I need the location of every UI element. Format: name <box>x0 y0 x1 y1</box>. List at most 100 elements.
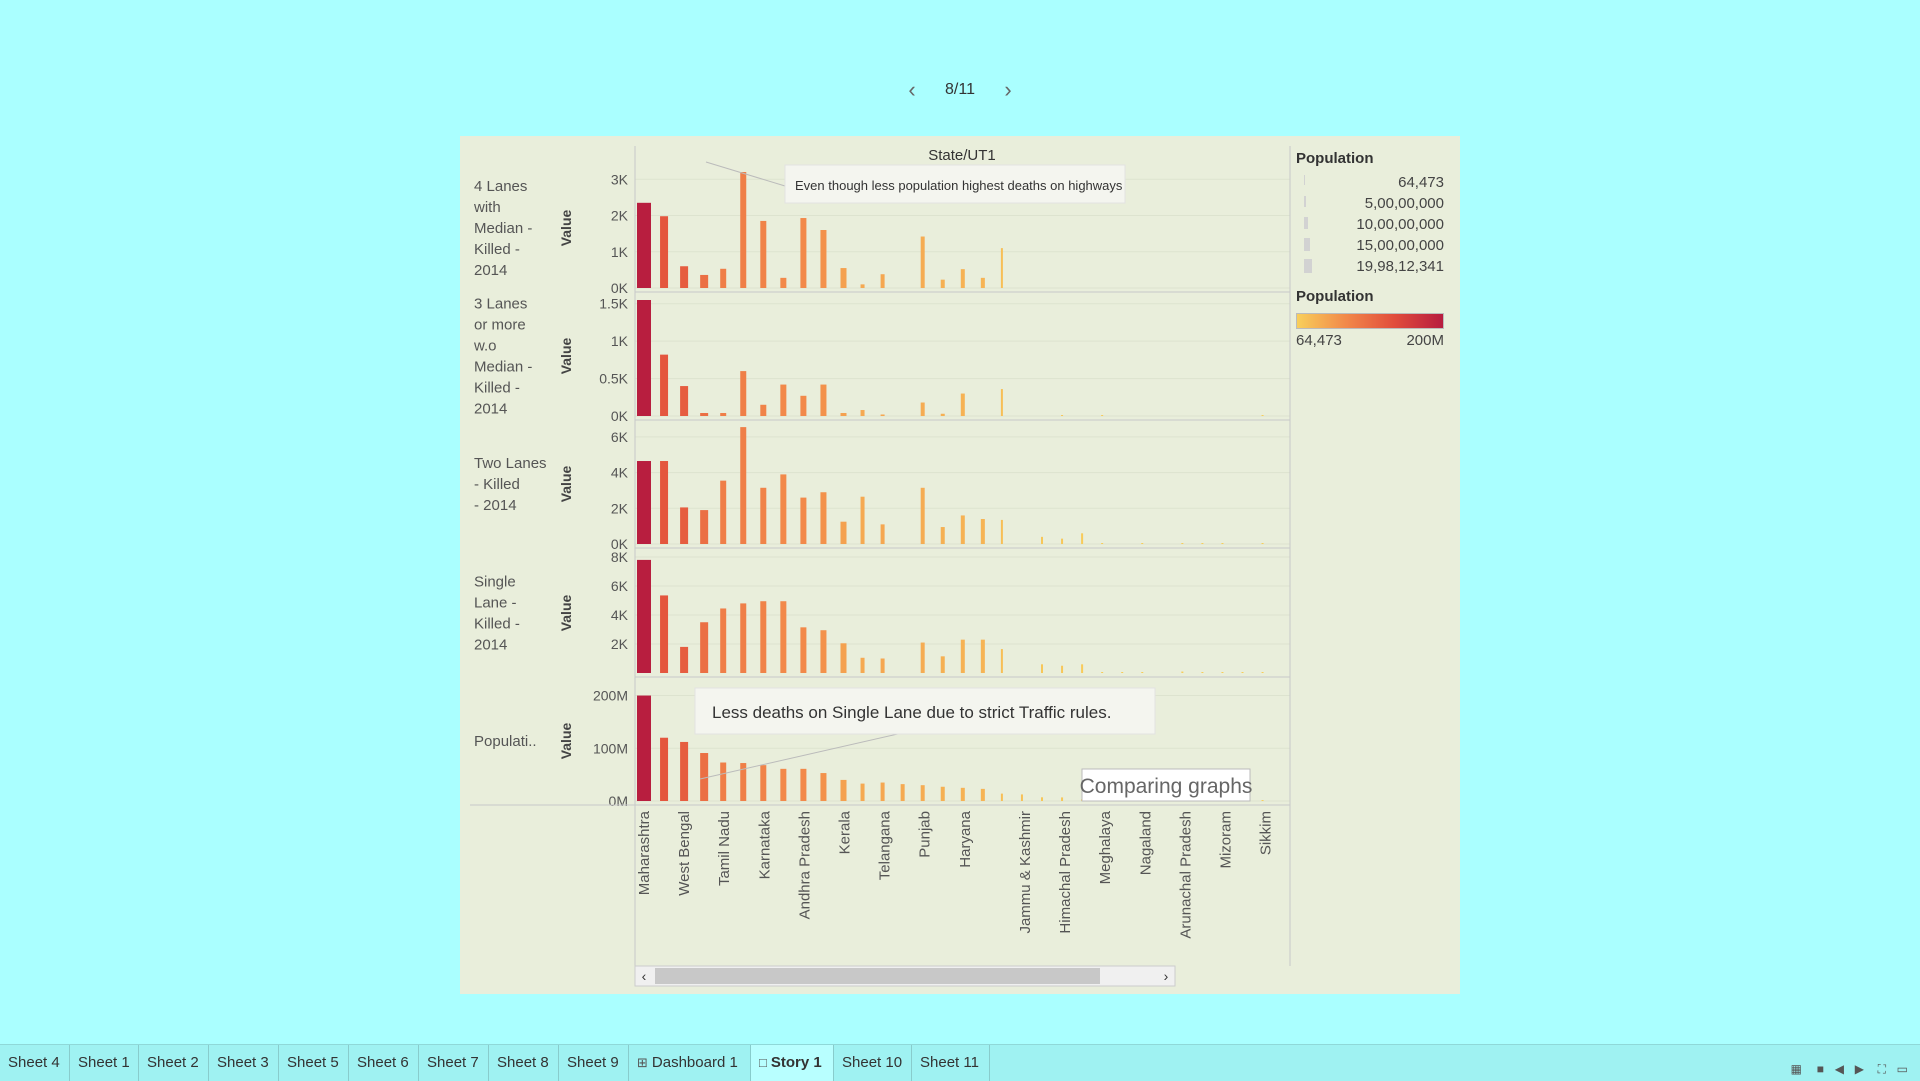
bar[interactable] <box>760 765 767 801</box>
bar[interactable] <box>1020 794 1023 801</box>
tab-dashboard-1[interactable]: ⊞ Dashboard 1 <box>629 1045 751 1081</box>
bar[interactable] <box>1141 672 1144 673</box>
bar[interactable] <box>840 413 847 416</box>
tab-story-1[interactable]: □ Story 1 <box>751 1045 834 1081</box>
bar[interactable] <box>1041 797 1043 801</box>
bar[interactable] <box>920 785 925 801</box>
bar[interactable] <box>980 277 985 288</box>
bar[interactable] <box>637 559 651 673</box>
bar[interactable] <box>660 216 669 288</box>
bar[interactable] <box>1081 533 1084 544</box>
tab-sheet-4[interactable]: Sheet 4 <box>0 1045 70 1081</box>
bar[interactable] <box>800 497 807 544</box>
size-legend-item[interactable]: 15,00,00,000 <box>1296 236 1456 257</box>
size-legend-item[interactable]: 5,00,00,000 <box>1296 194 1456 215</box>
bar[interactable] <box>960 393 965 416</box>
bar[interactable] <box>840 643 847 673</box>
bar[interactable] <box>660 461 669 544</box>
bar[interactable] <box>1181 543 1184 544</box>
bar[interactable] <box>920 236 925 288</box>
tab-sheet-1[interactable]: Sheet 1 <box>70 1045 139 1081</box>
bar[interactable] <box>860 284 865 288</box>
bar[interactable] <box>680 507 689 544</box>
bar[interactable] <box>860 657 865 673</box>
bar[interactable] <box>920 642 925 673</box>
bar[interactable] <box>680 386 689 416</box>
bar[interactable] <box>1081 664 1084 673</box>
bar[interactable] <box>700 274 709 288</box>
bar[interactable] <box>820 630 827 673</box>
tab-sheet-6[interactable]: Sheet 6 <box>349 1045 419 1081</box>
bar[interactable] <box>1141 543 1144 544</box>
bar[interactable] <box>840 268 847 288</box>
bar[interactable] <box>1261 543 1264 544</box>
bar[interactable] <box>980 788 985 801</box>
annotation-comparing-graphs[interactable]: Comparing graphs <box>1080 768 1253 802</box>
bar[interactable] <box>1261 415 1264 416</box>
bar[interactable] <box>880 274 885 288</box>
bar[interactable] <box>920 487 925 544</box>
bar[interactable] <box>1041 664 1043 673</box>
bar[interactable] <box>880 414 885 416</box>
bar[interactable] <box>780 277 787 288</box>
bar[interactable] <box>1000 389 1003 416</box>
bar[interactable] <box>780 768 787 801</box>
chevron-right-icon[interactable]: › <box>1004 77 1012 102</box>
bar[interactable] <box>800 395 807 416</box>
bar[interactable] <box>820 492 827 544</box>
bar[interactable] <box>800 218 807 288</box>
bar[interactable] <box>1221 672 1224 673</box>
bar[interactable] <box>820 773 827 801</box>
tab-sheet-9[interactable]: Sheet 9 <box>559 1045 629 1081</box>
bar[interactable] <box>880 658 885 674</box>
bar[interactable] <box>1000 248 1003 288</box>
bar[interactable] <box>940 527 945 544</box>
bar[interactable] <box>960 515 965 544</box>
bar[interactable] <box>720 608 727 673</box>
annotation-single-lane[interactable]: Less deaths on Single Lane due to strict… <box>694 687 1156 780</box>
bar[interactable] <box>1261 672 1264 673</box>
bar[interactable] <box>960 639 965 673</box>
bar[interactable] <box>820 230 827 288</box>
bar[interactable] <box>940 786 945 801</box>
bar[interactable] <box>760 487 767 544</box>
bar[interactable] <box>1201 672 1204 673</box>
bar[interactable] <box>940 656 945 673</box>
bar[interactable] <box>660 354 669 416</box>
bar[interactable] <box>720 480 727 544</box>
bar[interactable] <box>1181 671 1184 673</box>
bar[interactable] <box>1000 649 1003 673</box>
presentation-icon[interactable]: ▭ <box>1896 1062 1908 1076</box>
scrollbar-thumb[interactable] <box>655 968 1100 984</box>
bar[interactable] <box>1041 536 1043 544</box>
bar[interactable] <box>1000 793 1003 801</box>
bar[interactable] <box>720 413 727 416</box>
bar[interactable] <box>660 595 669 673</box>
bar[interactable] <box>700 413 709 416</box>
tab-sheet-5[interactable]: Sheet 5 <box>279 1045 349 1081</box>
bar[interactable] <box>760 404 767 416</box>
tab-sheet-3[interactable]: Sheet 3 <box>209 1045 279 1081</box>
bar[interactable] <box>1101 415 1104 416</box>
bar[interactable] <box>740 763 747 801</box>
bar[interactable] <box>740 427 747 544</box>
next-sheet-icon[interactable]: ▶ <box>1854 1062 1864 1076</box>
bar[interactable] <box>637 695 651 801</box>
scroll-right-icon[interactable]: › <box>1164 968 1169 984</box>
bar[interactable] <box>780 474 787 544</box>
fullscreen-icon[interactable]: ⛶ <box>1877 1062 1886 1076</box>
bar[interactable] <box>700 510 709 544</box>
bar[interactable] <box>1261 800 1264 801</box>
bar[interactable] <box>700 753 709 801</box>
bar[interactable] <box>760 601 767 673</box>
bar[interactable] <box>1061 538 1064 544</box>
bar[interactable] <box>637 461 651 544</box>
bar[interactable] <box>740 603 747 673</box>
size-legend-item[interactable]: 19,98,12,341 <box>1296 257 1456 278</box>
tab-sheet-2[interactable]: Sheet 2 <box>139 1045 209 1081</box>
bar[interactable] <box>780 601 787 673</box>
bar[interactable] <box>720 762 727 801</box>
bar[interactable] <box>1201 543 1204 544</box>
bar[interactable] <box>680 741 689 801</box>
bar[interactable] <box>860 783 865 801</box>
